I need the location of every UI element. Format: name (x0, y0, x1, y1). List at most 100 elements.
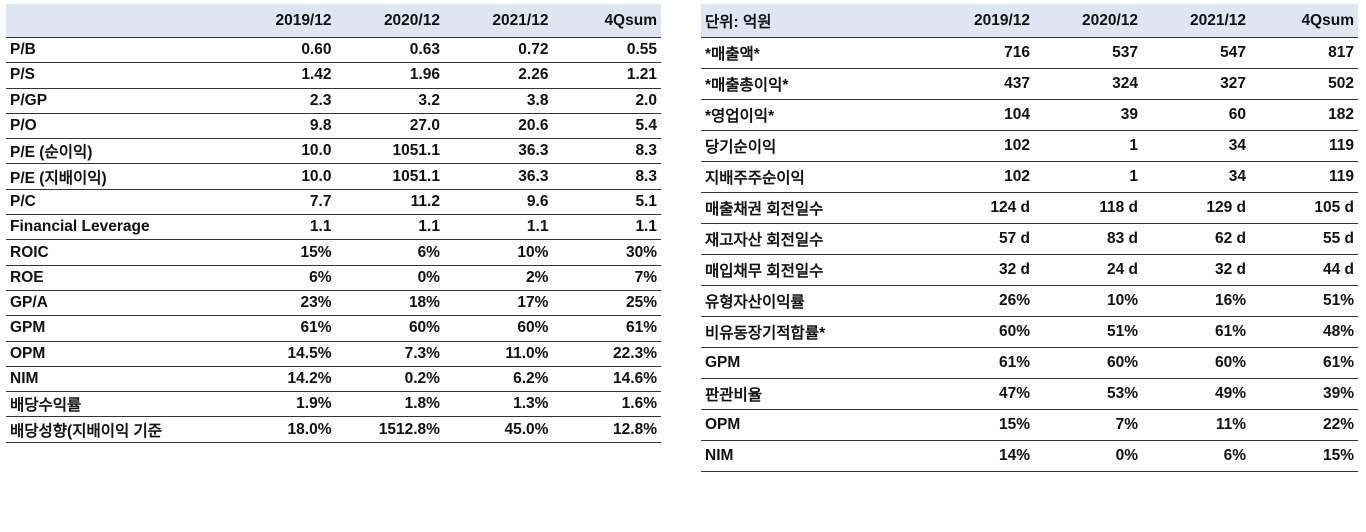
table-row: 판관비율 47% 53% 49% 39% (701, 378, 1358, 410)
row-label: P/S (6, 62, 227, 89)
value-cell: 18.0% (227, 416, 336, 443)
value-cell: 11% (1142, 409, 1250, 441)
value-cell: 61% (1142, 316, 1250, 348)
value-cell: 6% (227, 265, 336, 291)
table-row: 배당수익률 1.9% 1.8% 1.3% 1.6% (6, 391, 661, 418)
value-cell: 7.3% (335, 341, 444, 367)
row-label: 배당수익률 (6, 391, 227, 418)
table-row: 지배주주순이익 102 1 34 119 (701, 161, 1358, 193)
value-cell: 53% (1034, 378, 1142, 410)
row-label: NIM (6, 366, 227, 393)
value-cell: 1.42 (227, 62, 336, 89)
value-cell: 36.3 (443, 138, 553, 165)
value-cell: 3.8 (443, 88, 553, 114)
valuation-table: 2019/12 2020/12 2021/12 4Qsum P/B 0.60 0.63 0.… (6, 4, 661, 443)
row-label: P/E (순이익) (6, 138, 227, 165)
value-cell: 437 (926, 68, 1034, 100)
value-cell: 60% (926, 316, 1034, 348)
row-label: 매출채권 회전일수 (701, 192, 926, 224)
row-label: *매출총이익* (701, 68, 926, 100)
value-cell: 30% (552, 239, 661, 266)
value-cell: 0.63 (335, 37, 444, 64)
column-header: 2021/12 (1142, 4, 1250, 38)
value-cell: 83 d (1034, 223, 1142, 255)
value-cell: 10.0 (227, 163, 336, 190)
value-cell: 14% (926, 440, 1034, 472)
row-label: P/O (6, 113, 227, 140)
column-header: 4Qsum (552, 4, 661, 38)
value-cell: 129 d (1142, 192, 1250, 224)
row-label: GP/A (6, 290, 227, 317)
value-cell: 14.5% (227, 341, 336, 367)
value-cell: 547 (1142, 37, 1250, 69)
value-cell: 119 (1250, 130, 1358, 162)
value-cell: 2.0 (552, 88, 661, 114)
value-cell: 60% (1142, 347, 1250, 379)
table-row: GPM 61% 60% 60% 61% (701, 347, 1358, 379)
value-cell: 1.1 (552, 214, 661, 241)
header-row: 2019/12 2020/12 2021/12 4Qsum (6, 4, 661, 38)
value-cell: 3.2 (335, 88, 444, 114)
value-cell: 1.1 (443, 214, 553, 241)
header-row: 단위: 억원 2019/12 2020/12 2021/12 4Qsum (701, 4, 1358, 38)
row-label: 유형자산이익률 (701, 285, 926, 317)
value-cell: 8.3 (552, 138, 661, 165)
value-cell: 1051.1 (335, 138, 444, 165)
value-cell: 62 d (1142, 223, 1250, 255)
value-cell: 118 d (1034, 192, 1142, 224)
row-label: ROIC (6, 239, 227, 266)
row-label: 지배주주순이익 (701, 161, 926, 193)
value-cell: 47% (926, 378, 1034, 410)
value-cell: 60% (443, 315, 553, 342)
value-cell: 14.2% (227, 366, 336, 393)
row-label: OPM (701, 409, 926, 441)
header-label-cell: 단위: 억원 (701, 4, 926, 38)
value-cell: 61% (552, 315, 661, 342)
value-cell: 32 d (926, 254, 1034, 286)
table-row: *매출총이익* 437 324 327 502 (701, 68, 1358, 100)
table-row: 유형자산이익률 26% 10% 16% 51% (701, 285, 1358, 317)
row-label: P/E (지배이익) (6, 163, 227, 190)
value-cell: 817 (1250, 37, 1358, 69)
value-cell: 23% (227, 290, 336, 317)
row-label: Financial Leverage (6, 214, 227, 241)
row-label: ROE (6, 265, 227, 291)
value-cell: 327 (1142, 68, 1250, 100)
value-cell: 0% (1034, 440, 1142, 472)
row-label: 당기순이익 (701, 130, 926, 162)
value-cell: 27.0 (335, 113, 444, 140)
value-cell: 26% (926, 285, 1034, 317)
value-cell: 60% (1034, 347, 1142, 379)
value-cell: 1.6% (552, 391, 661, 418)
value-cell: 10.0 (227, 138, 336, 165)
value-cell: 49% (1142, 378, 1250, 410)
table-row: *매출액* 716 537 547 817 (701, 37, 1358, 69)
value-cell: 0% (335, 265, 444, 291)
value-cell: 324 (1034, 68, 1142, 100)
value-cell: 7% (1034, 409, 1142, 441)
table-row: OPM 15% 7% 11% 22% (701, 409, 1358, 441)
value-cell: 15% (1250, 440, 1358, 472)
table-row: P/E (순이익) 10.0 1051.1 36.3 8.3 (6, 138, 661, 165)
value-cell: 5.1 (552, 189, 661, 216)
value-cell: 22% (1250, 409, 1358, 441)
column-header: 2021/12 (443, 4, 553, 38)
value-cell: 2.3 (227, 88, 336, 114)
table-row: P/S 1.42 1.96 2.26 1.21 (6, 62, 661, 89)
table-row: P/GP 2.3 3.2 3.8 2.0 (6, 88, 661, 114)
value-cell: 22.3% (552, 341, 661, 367)
row-label: GPM (701, 347, 926, 379)
row-label: P/B (6, 37, 227, 64)
row-label: *매출액* (701, 37, 926, 69)
value-cell: 716 (926, 37, 1034, 69)
row-label: 매입채무 회전일수 (701, 254, 926, 286)
value-cell: 44 d (1250, 254, 1358, 286)
value-cell: 124 d (926, 192, 1034, 224)
value-cell: 1.1 (335, 214, 444, 241)
value-cell: 1.3% (443, 391, 553, 418)
value-cell: 15% (926, 409, 1034, 441)
value-cell: 39% (1250, 378, 1358, 410)
column-header: 2019/12 (227, 4, 336, 38)
column-header: 2019/12 (926, 4, 1034, 38)
table-row: 재고자산 회전일수 57 d 83 d 62 d 55 d (701, 223, 1358, 255)
